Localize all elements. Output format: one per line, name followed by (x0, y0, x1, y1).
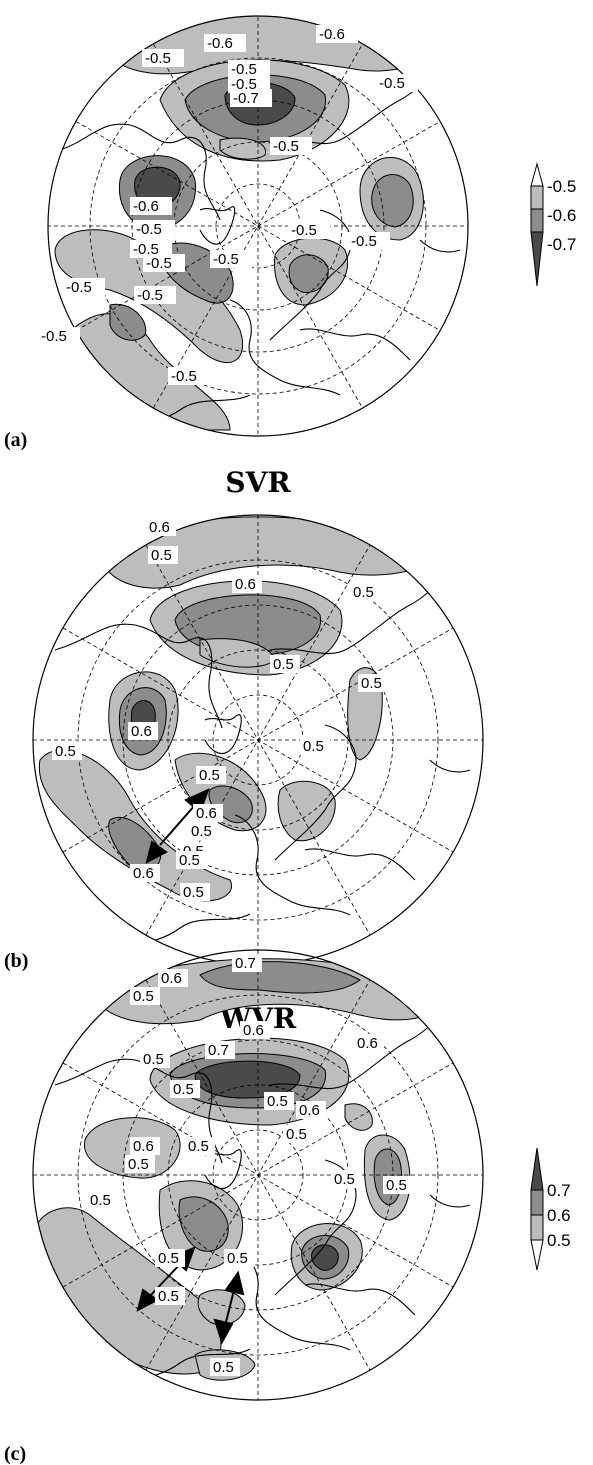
contour-label: 0.7 (208, 1042, 229, 1059)
contour-label: 0.5 (151, 547, 172, 564)
legend-c-swatch-2 (531, 1215, 543, 1240)
contour-label: 0.6 (299, 1102, 320, 1119)
panel-letter-c: (c) (4, 1443, 26, 1465)
legend-a-swatch-1 (531, 186, 543, 209)
contour-label: 0.5 (213, 1359, 234, 1376)
contour-label: -0.7 (233, 90, 259, 107)
legend-a: -0.5 -0.6 -0.7 (531, 164, 576, 286)
contour-label: 0.5 (183, 884, 204, 901)
legend-c-swatch-top (531, 1148, 543, 1190)
contour-label: 0.7 (235, 955, 256, 972)
contour-label: 0.5 (199, 767, 220, 784)
legend-label: 0.5 (547, 1231, 571, 1250)
legend-label: -0.6 (547, 206, 576, 225)
legend-a-swatch-bottom (531, 232, 543, 286)
contour-label: 0.5 (353, 584, 374, 601)
contour-label: 0.6 (196, 805, 217, 822)
contour-label: 0.5 (143, 1051, 164, 1068)
contour-label: -0.5 (171, 368, 197, 385)
contour-label: 0.6 (243, 1022, 264, 1039)
contour-label: -0.5 (291, 222, 317, 239)
contour-label: -0.6 (133, 198, 159, 215)
contour-label: 0.6 (131, 723, 152, 740)
contour-label: -0.5 (273, 138, 299, 155)
legend-a-swatch-top (531, 164, 543, 186)
contour-label: 0.5 (227, 1250, 248, 1267)
contour-label: 0.5 (90, 1192, 111, 1209)
map-b-shading (39, 517, 440, 901)
contour-label: 0.5 (128, 1156, 149, 1173)
contour-label: 0.5 (386, 1177, 407, 1194)
contour-label: 0.5 (267, 1093, 288, 1110)
contour-label: 0.6 (357, 1035, 378, 1052)
contour-label: -0.5 (146, 255, 172, 272)
contour-label: -0.5 (379, 75, 405, 92)
contour-label: 0.5 (158, 1250, 179, 1267)
contour-label: 0.6 (133, 865, 154, 882)
contour-label: 0.5 (179, 852, 200, 869)
legend-c-swatch-bottom (531, 1240, 543, 1270)
contour-label: 0.5 (173, 1081, 194, 1098)
contour-label: 0.6 (235, 576, 256, 593)
legend-a-swatch-2 (531, 209, 543, 232)
contour-label: 0.5 (286, 1126, 307, 1143)
contour-label: 0.5 (191, 823, 212, 840)
contour-label: 0.6 (133, 1138, 154, 1155)
connection-arrow-head (226, 1273, 243, 1294)
contour-label: -0.6 (207, 35, 233, 52)
contour-label: 0.5 (303, 738, 324, 755)
panel-letter-b: (b) (4, 950, 28, 972)
contour-label: 0.5 (55, 743, 76, 760)
legend-label: -0.7 (547, 235, 576, 254)
contour-label: 0.5 (133, 988, 154, 1005)
contour-label: 0.5 (361, 675, 382, 692)
contour-label: 0.5 (273, 656, 294, 673)
legend-label: 0.7 (547, 1181, 571, 1200)
legend-c-swatch-1 (531, 1190, 543, 1215)
anomaly-region-c17 (345, 1104, 372, 1131)
contour-label: -0.5 (66, 279, 92, 296)
contour-label: -0.6 (319, 26, 345, 43)
contour-label: 0.5 (188, 1138, 209, 1155)
contour-label: -0.5 (41, 328, 67, 345)
contour-label: -0.5 (351, 233, 377, 250)
contour-label: -0.5 (145, 50, 171, 67)
contour-label: 0.5 (158, 1288, 179, 1305)
panel-letter-a: (a) (4, 429, 27, 451)
contour-label: -0.5 (213, 251, 239, 268)
legend-label: 0.6 (547, 1206, 571, 1225)
contour-label: 0.5 (334, 1171, 355, 1188)
contour-label: -0.5 (137, 287, 163, 304)
legend-c: 0.7 0.6 0.5 (531, 1148, 571, 1270)
legend-label: -0.5 (547, 177, 576, 196)
contour-label: -0.5 (136, 221, 162, 238)
panel-title-b: SVR (225, 466, 291, 499)
panel-b: 0.6 0.5 0.6 0.5 0.5 0.5 0.5 0.6 0.5 0.5 … (4, 515, 483, 972)
contour-label: 0.6 (161, 970, 182, 987)
contour-label: 0.6 (149, 519, 170, 536)
panel-a: -0.6 -0.6 -0.5 -0.5 -0.5 -0.5 -0.7 -0.5 … (4, 10, 576, 451)
